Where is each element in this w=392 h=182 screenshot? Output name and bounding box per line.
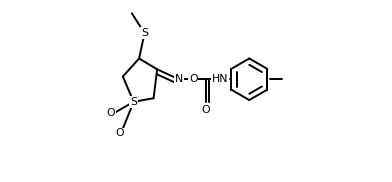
- Text: HN: HN: [212, 74, 229, 84]
- Text: O: O: [116, 128, 124, 139]
- Text: O: O: [189, 74, 198, 84]
- Text: N: N: [175, 74, 183, 84]
- Text: S: S: [141, 28, 148, 38]
- Text: O: O: [107, 108, 115, 118]
- Text: O: O: [201, 104, 210, 114]
- Text: S: S: [130, 97, 137, 107]
